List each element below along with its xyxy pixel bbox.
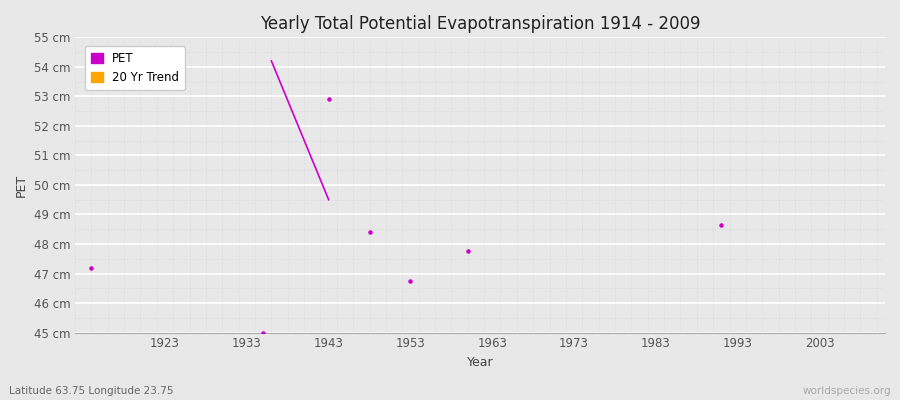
Point [403, 278, 418, 284]
Point [363, 229, 377, 235]
Y-axis label: PET: PET [15, 173, 28, 196]
X-axis label: Year: Year [467, 356, 493, 369]
Point [85, 264, 99, 271]
Point [461, 248, 475, 254]
Text: worldspecies.org: worldspecies.org [803, 386, 891, 396]
Point [256, 329, 270, 336]
Title: Yearly Total Potential Evapotranspiration 1914 - 2009: Yearly Total Potential Evapotranspiratio… [260, 15, 700, 33]
Point [715, 222, 729, 228]
Point [321, 96, 336, 102]
Text: Latitude 63.75 Longitude 23.75: Latitude 63.75 Longitude 23.75 [9, 386, 174, 396]
Legend: PET, 20 Yr Trend: PET, 20 Yr Trend [85, 46, 185, 90]
